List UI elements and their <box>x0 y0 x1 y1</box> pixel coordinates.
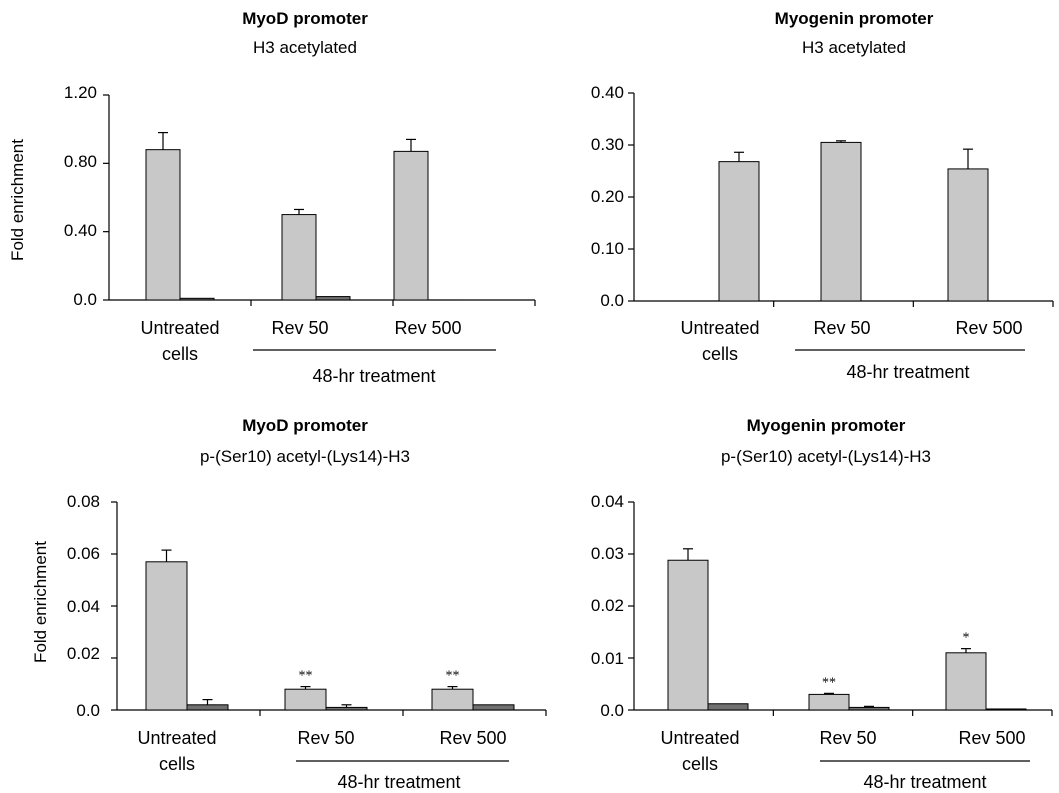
group-label: 48-hr treatment <box>846 362 969 382</box>
panel-myod-phosac: MyoD promoter p-(Ser10) acetyl-(Lys14)-H… <box>31 416 547 792</box>
bar <box>985 708 1027 711</box>
panel-title: Myogenin promoter <box>775 9 934 28</box>
y-tick-label: 0.0 <box>73 290 97 309</box>
category-label: Rev 50 <box>813 318 870 338</box>
significance-mark: ** <box>446 669 460 684</box>
y-tick-label: 0.04 <box>591 492 624 511</box>
bar <box>707 703 749 711</box>
bar <box>472 704 515 711</box>
panel-myod-h3ac: MyoD promoter H3 acetylated Fold enrichm… <box>8 9 536 386</box>
category-label: Rev 500 <box>439 728 506 748</box>
bar <box>820 141 862 302</box>
group-label: 48-hr treatment <box>312 366 435 386</box>
bar <box>281 214 317 301</box>
category-label: Rev 500 <box>955 318 1022 338</box>
y-axis-label: Fold enrichment <box>8 139 27 261</box>
bar <box>393 150 429 301</box>
y-tick-label: 0.80 <box>64 152 97 171</box>
category-label: Rev 500 <box>394 318 461 338</box>
y-tick-label: 0.08 <box>67 492 100 511</box>
panel-subtitle: H3 acetylated <box>253 38 357 57</box>
significance-mark: ** <box>299 669 313 684</box>
y-tick-label: 0.0 <box>600 291 624 310</box>
category-label: Untreated <box>137 728 216 748</box>
category-label: Untreated <box>660 728 739 748</box>
category-label: cells <box>162 344 198 364</box>
y-tick-label: 0.06 <box>67 544 100 563</box>
bar <box>947 168 989 302</box>
bar <box>284 688 327 711</box>
y-tick-label: 0.20 <box>591 187 624 206</box>
bar <box>718 161 760 302</box>
y-tick-label: 1.20 <box>64 83 97 102</box>
y-tick-label: 0.01 <box>591 649 624 668</box>
bar <box>848 706 890 711</box>
category-label: Untreated <box>680 318 759 338</box>
y-tick-label: 0.40 <box>64 221 97 240</box>
panel-title: Myogenin promoter <box>747 416 906 435</box>
y-tick-label: 0.02 <box>67 644 100 663</box>
panel-subtitle: p-(Ser10) acetyl-(Lys14)-H3 <box>721 447 931 466</box>
significance-mark: ** <box>822 675 836 690</box>
y-tick-label: 0.30 <box>591 135 624 154</box>
panel-subtitle: H3 acetylated <box>802 38 906 57</box>
y-tick-label: 0.0 <box>600 701 624 720</box>
category-label: cells <box>159 754 195 774</box>
bar <box>179 297 215 301</box>
bar <box>325 706 368 711</box>
bar <box>145 149 181 301</box>
panel-title: MyoD promoter <box>242 9 368 28</box>
category-label: cells <box>682 754 718 774</box>
y-tick-label: 0.40 <box>591 83 624 102</box>
category-label: Untreated <box>140 318 219 338</box>
bar <box>667 559 709 711</box>
y-tick-label: 0.0 <box>76 701 100 720</box>
category-label: Rev 500 <box>958 728 1025 748</box>
y-tick-label: 0.03 <box>591 544 624 563</box>
panel-myogenin-phosac: Myogenin promoter p-(Ser10) acetyl-(Lys1… <box>591 416 1053 792</box>
panel-title: MyoD promoter <box>242 416 368 435</box>
panel-myogenin-h3ac: Myogenin promoter H3 acetylated 0.0 0.10… <box>591 9 1054 382</box>
group-label: 48-hr treatment <box>863 772 986 792</box>
category-label: Rev 50 <box>271 318 328 338</box>
category-label: Rev 50 <box>297 728 354 748</box>
y-tick-label: 0.02 <box>591 596 624 615</box>
category-label: cells <box>702 344 738 364</box>
bar <box>808 693 850 711</box>
bar <box>945 652 987 711</box>
bar <box>186 704 229 711</box>
category-label: Rev 50 <box>819 728 876 748</box>
group-label: 48-hr treatment <box>337 772 460 792</box>
bar <box>431 688 474 711</box>
panel-subtitle: p-(Ser10) acetyl-(Lys14)-H3 <box>200 447 410 466</box>
bar <box>315 296 351 301</box>
significance-mark: * <box>963 631 970 646</box>
bar <box>145 561 188 711</box>
y-tick-label: 0.10 <box>591 239 624 258</box>
y-axis-label: Fold enrichment <box>31 541 50 663</box>
y-tick-label: 0.04 <box>67 597 100 616</box>
